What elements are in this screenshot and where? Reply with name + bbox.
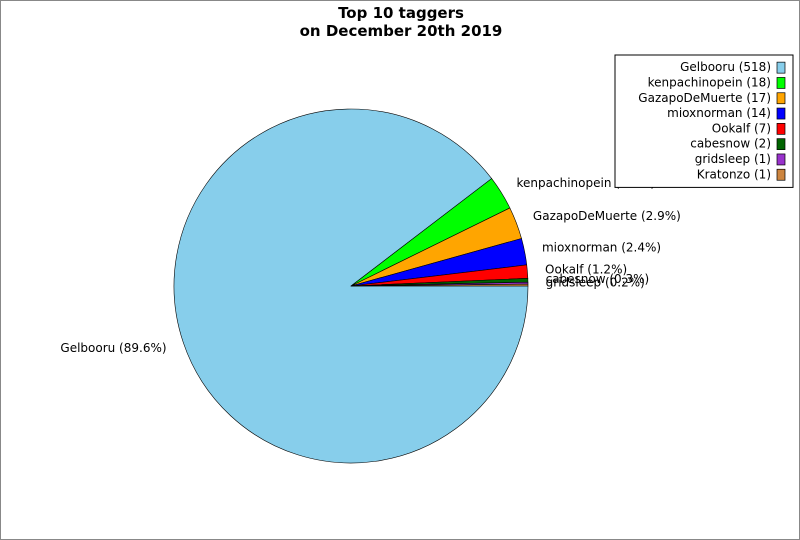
- slice-label-cabesnow: cabesnow (0.3%): [546, 272, 650, 286]
- legend-entry-gelbooru: Gelbooru (518): [680, 60, 771, 74]
- pie-slice-kratonzo: [350, 283, 529, 287]
- slice-label-ookalf: Ookalf (1.2%): [545, 263, 627, 277]
- slice-label-gazapodemuerte: GazapoDeMuerte (2.9%): [533, 209, 681, 223]
- legend-swatch-kenpachinopein: [776, 77, 786, 89]
- legend-entry-mioxnorman: mioxnorman (14): [667, 106, 771, 120]
- legend-swatch-mioxnorman: [776, 107, 786, 120]
- legend-swatch-gazapodemuerte: [776, 92, 786, 105]
- legend-entry-gridsleep: gridsleep (1): [695, 152, 771, 166]
- chart-title: Top 10 taggers: [338, 4, 464, 22]
- legend-swatch-ookalf: [776, 122, 786, 135]
- legend-swatch-gridsleep: [776, 153, 786, 166]
- legend-swatch-gelbooru: [776, 61, 786, 74]
- chart-subtitle: on December 20th 2019: [300, 22, 503, 40]
- slice-label-mioxnorman: mioxnorman (2.4%): [542, 241, 661, 255]
- legend: Gelbooru (518)kenpachinopein (18) GazapoD…: [614, 54, 794, 188]
- slice-label-gridsleep: gridsleep (0.2%): [546, 275, 645, 289]
- legend-entry-ookalf: Ookalf (7): [712, 121, 771, 135]
- legend-entry-gazapodemuerte: GazapoDeMuerte (17): [638, 91, 771, 105]
- legend-swatch-cabesnow: [776, 138, 786, 150]
- legend-entry-cabesnow: cabesnow (2): [690, 137, 771, 151]
- pie-slices: [173, 108, 529, 464]
- legend-entry-kenpachinopein: kenpachinopein (18): [648, 75, 771, 89]
- legend-swatch-kratonzo: [776, 168, 786, 181]
- legend-box: [614, 54, 794, 188]
- slice-label-gelbooru: Gelbooru (89.6%): [60, 341, 166, 355]
- legend-entry-kratonzo: Kratonzo (1): [697, 167, 771, 181]
